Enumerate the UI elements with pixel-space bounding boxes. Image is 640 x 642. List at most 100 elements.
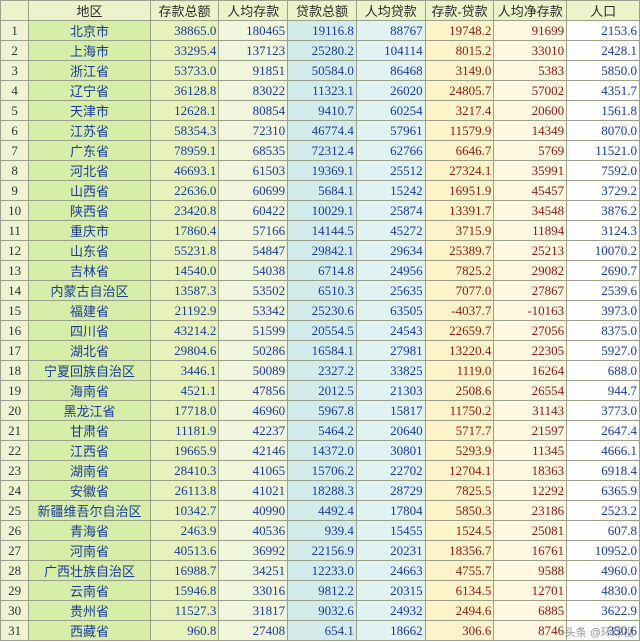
cell-idx: 15 xyxy=(1,301,29,321)
cell-pcnet: 33010 xyxy=(494,41,567,61)
cell-dep: 43214.2 xyxy=(150,321,219,341)
table-row: 26青海省2463.940536939.4154551524.525081607… xyxy=(1,521,640,541)
cell-idx: 2 xyxy=(1,41,29,61)
cell-pcnet: 9588 xyxy=(494,561,567,581)
cell-pcdep: 51599 xyxy=(219,321,288,341)
cell-loan: 15706.2 xyxy=(288,461,357,481)
cell-idx: 29 xyxy=(1,581,29,601)
cell-pcdep: 27408 xyxy=(219,621,288,641)
col-header-region: 地区 xyxy=(29,1,150,21)
cell-pop: 3973.0 xyxy=(567,301,640,321)
table-row: 15福建省21192.95334225230.663505-4037.7-101… xyxy=(1,301,640,321)
cell-region: 贵州省 xyxy=(29,601,150,621)
cell-pcloan: 17804 xyxy=(356,501,425,521)
cell-pcnet: 57002 xyxy=(494,81,567,101)
cell-pcloan: 20640 xyxy=(356,421,425,441)
cell-pop: 688.0 xyxy=(567,361,640,381)
cell-pcnet: 27056 xyxy=(494,321,567,341)
cell-pop: 2523.2 xyxy=(567,501,640,521)
cell-loan: 14372.0 xyxy=(288,441,357,461)
table-row: 21甘肃省11181.9422375464.2206405717.7215972… xyxy=(1,421,640,441)
table-row: 1北京市38865.018046519116.88876719748.29169… xyxy=(1,21,640,41)
cell-loan: 22156.9 xyxy=(288,541,357,561)
cell-dep: 17860.4 xyxy=(150,221,219,241)
cell-loan: 50584.0 xyxy=(288,61,357,81)
table-row: 31西藏省960.827408654.118662306.68746350.6 xyxy=(1,621,640,641)
cell-idx: 8 xyxy=(1,161,29,181)
cell-pcdep: 33016 xyxy=(219,581,288,601)
cell-pop: 2539.6 xyxy=(567,281,640,301)
cell-pop: 10070.2 xyxy=(567,241,640,261)
cell-loan: 14144.5 xyxy=(288,221,357,241)
table-row: 24安徽省26113.84102118288.3287297825.512292… xyxy=(1,481,640,501)
col-header-dep: 存款总额 xyxy=(150,1,219,21)
cell-pcnet: 34548 xyxy=(494,201,567,221)
cell-region: 上海市 xyxy=(29,41,150,61)
cell-pcnet: 31143 xyxy=(494,401,567,421)
table-header-row: 地区存款总额人均存款贷款总额人均贷款存款-贷款人均净存款人口 xyxy=(1,1,640,21)
cell-loan: 9032.6 xyxy=(288,601,357,621)
cell-dep: 21192.9 xyxy=(150,301,219,321)
cell-idx: 14 xyxy=(1,281,29,301)
cell-idx: 9 xyxy=(1,181,29,201)
cell-pop: 3773.0 xyxy=(567,401,640,421)
cell-pop: 7592.0 xyxy=(567,161,640,181)
cell-pcloan: 24663 xyxy=(356,561,425,581)
cell-idx: 19 xyxy=(1,381,29,401)
cell-pcnet: 12292 xyxy=(494,481,567,501)
cell-diff: 1119.0 xyxy=(425,361,494,381)
cell-dep: 15946.8 xyxy=(150,581,219,601)
table-row: 19海南省4521.1478562012.5213032508.62655494… xyxy=(1,381,640,401)
cell-loan: 12233.0 xyxy=(288,561,357,581)
cell-pcloan: 62766 xyxy=(356,141,425,161)
cell-pop: 3876.2 xyxy=(567,201,640,221)
cell-loan: 9410.7 xyxy=(288,101,357,121)
cell-diff: 3217.4 xyxy=(425,101,494,121)
cell-diff: 3149.0 xyxy=(425,61,494,81)
cell-pcloan: 33825 xyxy=(356,361,425,381)
cell-diff: 8015.2 xyxy=(425,41,494,61)
cell-dep: 4521.1 xyxy=(150,381,219,401)
cell-diff: 27324.1 xyxy=(425,161,494,181)
cell-idx: 30 xyxy=(1,601,29,621)
cell-pcloan: 21303 xyxy=(356,381,425,401)
cell-region: 甘肃省 xyxy=(29,421,150,441)
cell-diff: 306.6 xyxy=(425,621,494,641)
cell-loan: 18288.3 xyxy=(288,481,357,501)
cell-pcdep: 60422 xyxy=(219,201,288,221)
table-row: 14内蒙古自治区13587.3535026510.3256357077.0278… xyxy=(1,281,640,301)
cell-loan: 5684.1 xyxy=(288,181,357,201)
cell-loan: 16584.1 xyxy=(288,341,357,361)
table-row: 11重庆市17860.45716614144.5452723715.911894… xyxy=(1,221,640,241)
cell-idx: 18 xyxy=(1,361,29,381)
cell-pcloan: 45272 xyxy=(356,221,425,241)
cell-pcdep: 57166 xyxy=(219,221,288,241)
cell-pop: 11521.0 xyxy=(567,141,640,161)
cell-pcdep: 41065 xyxy=(219,461,288,481)
cell-pcnet: 8746 xyxy=(494,621,567,641)
cell-region: 内蒙古自治区 xyxy=(29,281,150,301)
cell-region: 宁夏回族自治区 xyxy=(29,361,150,381)
cell-idx: 17 xyxy=(1,341,29,361)
table-row: 2上海市33295.413712325280.21041148015.23301… xyxy=(1,41,640,61)
cell-loan: 19369.1 xyxy=(288,161,357,181)
cell-pop: 3622.9 xyxy=(567,601,640,621)
cell-diff: 24805.7 xyxy=(425,81,494,101)
cell-pcloan: 29634 xyxy=(356,241,425,261)
cell-pcloan: 24932 xyxy=(356,601,425,621)
cell-pcdep: 47856 xyxy=(219,381,288,401)
cell-pcnet: -10163 xyxy=(494,301,567,321)
cell-pcdep: 68535 xyxy=(219,141,288,161)
cell-loan: 20554.5 xyxy=(288,321,357,341)
cell-dep: 78959.1 xyxy=(150,141,219,161)
table-row: 12山东省55231.85484729842.12963425389.72521… xyxy=(1,241,640,261)
cell-region: 广东省 xyxy=(29,141,150,161)
cell-region: 山东省 xyxy=(29,241,150,261)
cell-idx: 31 xyxy=(1,621,29,641)
cell-pcloan: 15817 xyxy=(356,401,425,421)
cell-region: 吉林省 xyxy=(29,261,150,281)
cell-diff: 6646.7 xyxy=(425,141,494,161)
cell-pop: 944.7 xyxy=(567,381,640,401)
cell-diff: 11750.2 xyxy=(425,401,494,421)
cell-pcloan: 15455 xyxy=(356,521,425,541)
